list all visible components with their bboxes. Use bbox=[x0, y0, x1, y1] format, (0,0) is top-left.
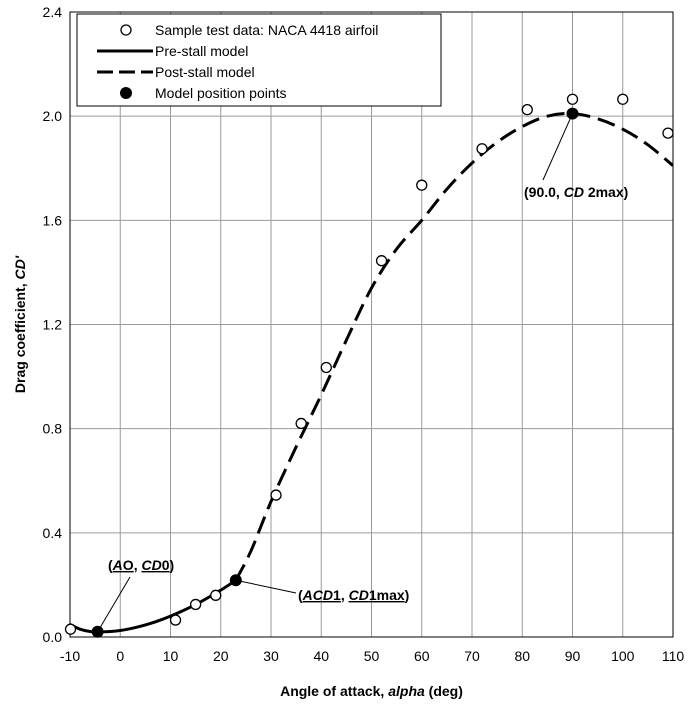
sample-test-data-point bbox=[320, 361, 332, 374]
x-tick-label: 100 bbox=[611, 648, 635, 664]
annotation-part: , bbox=[134, 557, 142, 573]
grid-lines bbox=[70, 12, 673, 637]
leader-line-a0 bbox=[97, 576, 131, 633]
annotation-leader-lines bbox=[97, 113, 573, 633]
y-axis-tick-labels: 0.0 0.4 0.8 1.2 1.6 2.0 2.4 bbox=[43, 4, 63, 645]
y-axis-label-prefix: Drag coefficient, bbox=[12, 279, 28, 393]
annotation-part: CD bbox=[349, 587, 369, 603]
annotation-part: CD bbox=[564, 184, 584, 200]
y-axis-label-variable: CD' bbox=[12, 255, 28, 279]
annotation-part: (90.0, bbox=[524, 184, 564, 200]
x-tick-label: 60 bbox=[414, 648, 430, 664]
annotation-part: ( bbox=[108, 557, 113, 573]
y-tick-label: 1.6 bbox=[43, 212, 63, 228]
plot-area-frame bbox=[69, 11, 674, 638]
x-axis-tick-labels: -10 0 10 20 30 40 50 60 70 80 90 100 110 bbox=[60, 648, 684, 664]
x-tick-label: 40 bbox=[313, 648, 329, 664]
model-position-point bbox=[229, 574, 242, 587]
annotation-a0: (AO, CD0) bbox=[108, 557, 174, 573]
annotation-part: ACD bbox=[302, 587, 333, 603]
x-axis-label-prefix: Angle of attack, bbox=[280, 683, 388, 699]
model-position-point bbox=[566, 107, 579, 120]
annotation-cd2max: (90.0, CD 2max) bbox=[524, 184, 628, 200]
legend-box bbox=[76, 13, 442, 107]
data-markers bbox=[64, 93, 674, 638]
pre-stall-model-curve bbox=[70, 578, 237, 634]
x-tick-label: 90 bbox=[565, 648, 581, 664]
sample-test-data-point bbox=[476, 143, 488, 155]
sample-test-data-point bbox=[64, 623, 77, 635]
legend-entry-label: Sample test data: NACA 4418 airfoil bbox=[155, 22, 378, 38]
annotation-part: O bbox=[123, 557, 134, 573]
x-tick-label: 70 bbox=[464, 648, 480, 664]
y-tick-label: 2.4 bbox=[43, 4, 63, 20]
annotation-part: ) bbox=[170, 557, 175, 573]
annotation-acd1: (ACD1, CD1max) bbox=[298, 587, 409, 603]
x-axis-label-units: (deg) bbox=[425, 683, 463, 699]
sample-test-data-point bbox=[416, 179, 428, 191]
x-tick-label: 20 bbox=[213, 648, 229, 664]
sample-test-data-point bbox=[270, 489, 282, 501]
x-tick-label: 80 bbox=[514, 648, 530, 664]
y-tick-label: 1.2 bbox=[43, 317, 63, 333]
annotation-part: 2max) bbox=[584, 184, 628, 200]
annotation-part: 0 bbox=[162, 557, 170, 573]
x-tick-label: -10 bbox=[60, 648, 80, 664]
annotation-part: ) bbox=[405, 587, 410, 603]
x-tick-label: 0 bbox=[116, 648, 124, 664]
sample-test-data-point bbox=[521, 104, 533, 116]
annotation-part: A bbox=[112, 557, 123, 573]
annotation-part: ( bbox=[298, 587, 303, 603]
y-tick-label: 0.0 bbox=[43, 629, 63, 645]
annotation-part: 1max bbox=[369, 587, 405, 603]
y-tick-label: 2.0 bbox=[43, 108, 63, 124]
sample-test-data-point bbox=[169, 614, 182, 626]
post-stall-model-curve bbox=[234, 111, 673, 581]
sample-test-data-point bbox=[375, 255, 388, 267]
annotation-part: CD bbox=[141, 557, 161, 573]
leader-line-acd1 bbox=[235, 579, 297, 594]
point-annotations: (AO, CD0)(ACD1, CD1max)(90.0, CD 2max) bbox=[108, 184, 628, 603]
x-tick-label: 30 bbox=[263, 648, 279, 664]
legend-entry-label: Post-stall model bbox=[155, 64, 255, 80]
sample-test-data-point bbox=[189, 598, 202, 611]
y-tick-label: 0.8 bbox=[43, 421, 63, 437]
legend: Sample test data: NACA 4418 airfoil Pre-s… bbox=[76, 13, 442, 107]
sample-test-data-point bbox=[295, 417, 307, 430]
y-tick-label: 0.4 bbox=[43, 525, 63, 541]
annotation-part: , bbox=[341, 587, 349, 603]
sample-test-data-point bbox=[617, 93, 629, 105]
legend-entry-label: Model position points bbox=[155, 85, 287, 101]
legend-open-circle-icon bbox=[120, 24, 132, 36]
model-position-point bbox=[91, 625, 104, 638]
x-axis-label: Angle of attack, alpha (deg) bbox=[280, 683, 463, 699]
annotation-part: 1 bbox=[333, 587, 341, 603]
x-tick-label: 50 bbox=[364, 648, 380, 664]
x-axis-label-variable: alpha bbox=[388, 683, 425, 699]
sample-test-data-point bbox=[210, 589, 222, 601]
sample-test-data-point bbox=[662, 127, 674, 139]
y-axis-label: Drag coefficient, CD' bbox=[12, 255, 28, 393]
x-tick-label: 10 bbox=[163, 648, 179, 664]
sample-test-data-point bbox=[566, 93, 579, 105]
legend-entry-label: Pre-stall model bbox=[155, 43, 248, 59]
legend-filled-circle-icon bbox=[120, 87, 132, 99]
leader-line-cd2max bbox=[542, 113, 573, 181]
x-tick-label: 110 bbox=[662, 648, 685, 664]
